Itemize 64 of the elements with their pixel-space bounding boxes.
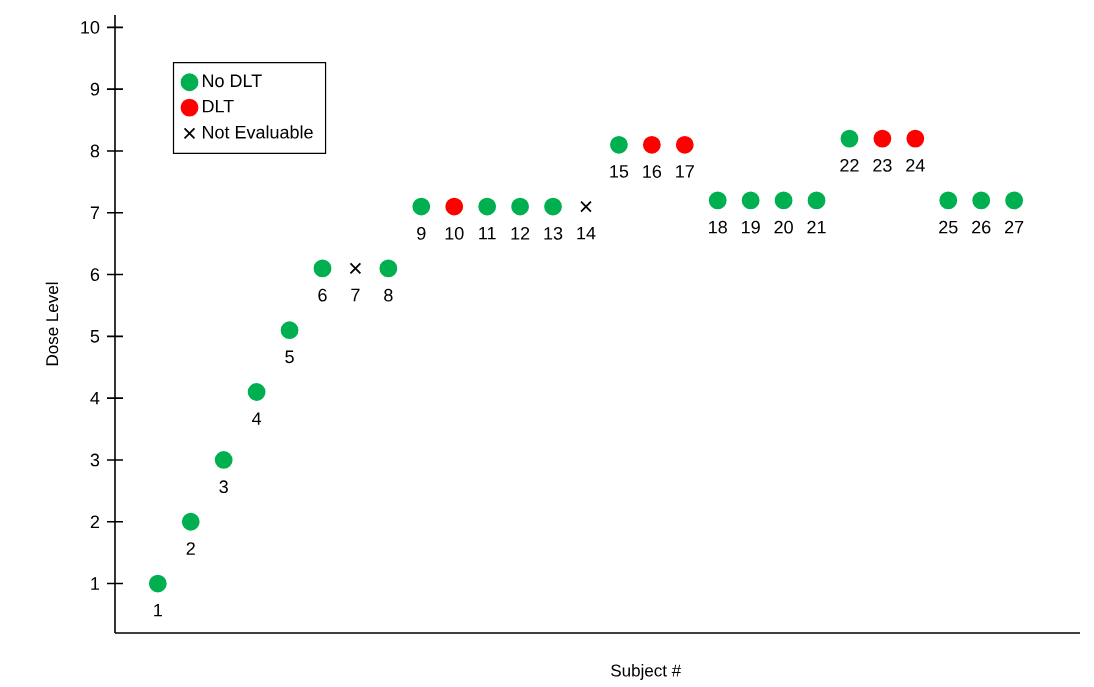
point — [148, 574, 167, 593]
legend-label: No DLT — [202, 74, 262, 88]
y-tick-label: 6 — [90, 268, 100, 282]
point — [972, 191, 991, 210]
x-tick-label: 13 — [544, 227, 563, 240]
x-tick-label: 6 — [318, 288, 327, 302]
x-tick-label: 9 — [417, 227, 426, 240]
point — [580, 200, 592, 213]
y-tick-label: 10 — [81, 21, 100, 34]
point — [247, 383, 266, 402]
x-tick-label: 22 — [840, 159, 859, 172]
point — [807, 191, 826, 210]
point — [675, 136, 694, 154]
x-tick-label: 12 — [511, 227, 530, 240]
x-tick-label: 14 — [577, 227, 596, 240]
x-tick-label: 17 — [676, 165, 694, 178]
y-tick-label: 3 — [90, 453, 100, 467]
x-tick-label: 10 — [445, 227, 464, 240]
y-tick-label: 1 — [91, 577, 100, 590]
x-tick-label: 25 — [939, 220, 958, 234]
x-tick-label: 19 — [742, 220, 760, 234]
point — [511, 197, 529, 216]
point — [1005, 191, 1024, 210]
x-tick-label: 18 — [709, 220, 727, 234]
x-tick-label: 20 — [774, 220, 793, 234]
point — [840, 129, 859, 148]
x-tick-label: 11 — [479, 227, 496, 240]
point — [741, 191, 760, 210]
y-tick-label: 4 — [90, 392, 100, 405]
x-tick-label: 8 — [384, 288, 393, 302]
y-tick-label: 5 — [90, 330, 100, 343]
point — [313, 259, 332, 278]
point — [906, 129, 925, 148]
point — [774, 191, 793, 210]
x-tick-label: 21 — [807, 220, 826, 234]
point — [610, 136, 628, 154]
x-tick-label: 24 — [906, 159, 925, 172]
y-axis-title: Dose Level — [45, 282, 59, 366]
point — [412, 197, 431, 216]
y-tick-label: 2 — [90, 515, 100, 529]
x-tick-label: 23 — [873, 159, 892, 172]
point — [544, 197, 562, 216]
point — [708, 191, 727, 210]
point — [873, 129, 892, 148]
x-tick-label: 15 — [610, 165, 629, 178]
point — [379, 259, 398, 278]
x-axis-title: Subject # — [611, 664, 682, 681]
point — [939, 191, 958, 210]
x-tick-label: 16 — [643, 165, 662, 179]
legend-label: DLT — [202, 100, 234, 113]
y-tick-label: 7 — [90, 206, 100, 220]
point — [642, 136, 661, 154]
x-tick-label: 26 — [972, 220, 991, 234]
point — [445, 197, 464, 216]
point — [478, 197, 497, 216]
y-tick-label: 9 — [90, 82, 100, 96]
x-tick-label: 27 — [1005, 220, 1024, 234]
point — [349, 262, 362, 275]
point — [181, 513, 200, 531]
point — [214, 451, 233, 470]
point — [280, 321, 299, 340]
y-tick-label: 8 — [90, 144, 100, 158]
legend-label: Not Evaluable — [202, 125, 313, 139]
x-tick-label: 7 — [351, 288, 360, 302]
